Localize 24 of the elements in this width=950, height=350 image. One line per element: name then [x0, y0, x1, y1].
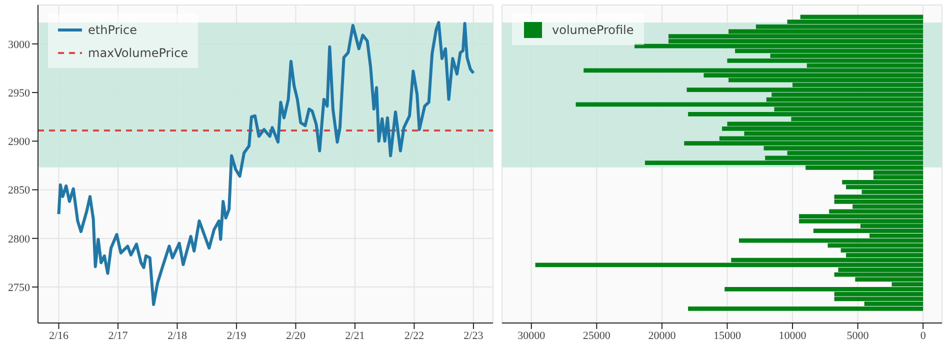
legend-label: ethPrice [88, 22, 137, 36]
x-tick-label: 2/23 [464, 330, 484, 342]
y-tick-label: 2800 [8, 233, 30, 246]
x-tick-label: 0 [920, 330, 926, 342]
y-tick-label: 2900 [8, 136, 30, 148]
x-tick-label: 30000 [518, 330, 546, 342]
x-tick-label: 25000 [582, 330, 611, 342]
x-tick-label: 2/19 [226, 330, 247, 342]
x-tick-label: 5000 [846, 330, 870, 342]
y-tick-label: 2950 [8, 87, 30, 100]
x-tick-label: 2/18 [167, 330, 188, 342]
x-tick-label: 2/16 [48, 330, 70, 342]
legend-label: volumeProfile [552, 22, 634, 36]
x-tick-label: 2/17 [108, 330, 128, 342]
x-tick-label: 2/20 [286, 330, 306, 342]
y-tick-label: 2850 [8, 184, 30, 197]
x-tick-label: 15000 [713, 330, 742, 342]
legend-label: maxVolumePrice [88, 46, 188, 60]
x-tick-label: 2/22 [404, 330, 424, 342]
x-tick-label: 20000 [648, 330, 676, 342]
x-tick-label: 2/21 [345, 330, 365, 342]
x-tick-label: 10000 [778, 330, 807, 342]
y-tick-label: 3000 [8, 38, 30, 51]
y-tick-label: 2750 [8, 282, 30, 294]
